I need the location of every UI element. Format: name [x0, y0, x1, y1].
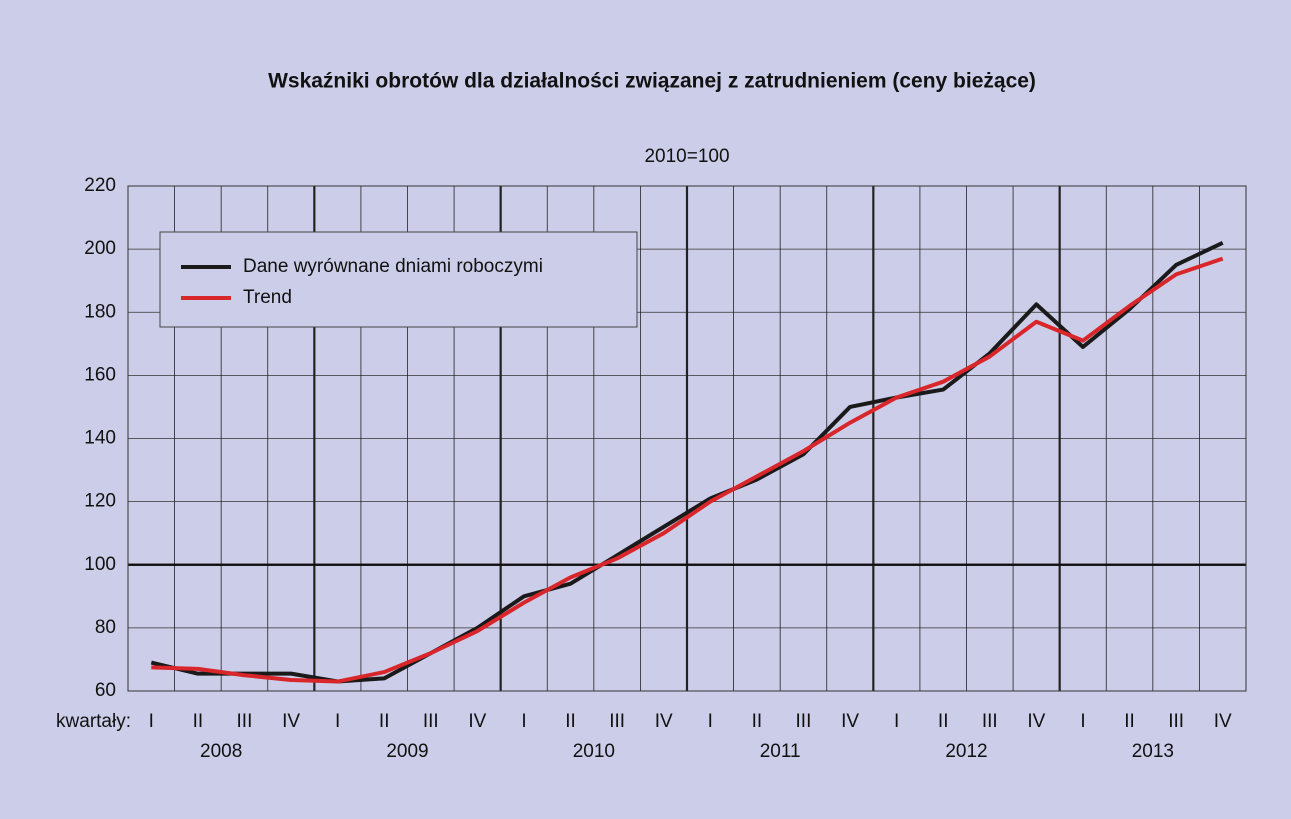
x-tick-label: II [565, 711, 576, 732]
legend-box [159, 231, 638, 328]
y-tick-label: 80 [95, 617, 116, 638]
year-label: 2012 [945, 741, 987, 762]
x-tick-label: I [1080, 711, 1085, 732]
x-tick-label: IV [655, 711, 673, 732]
x-tick-label: III [1168, 711, 1184, 732]
x-tick-label: I [521, 711, 526, 732]
year-label: 2008 [200, 741, 242, 762]
plot-frame [127, 185, 1247, 692]
x-tick-label: III [609, 711, 625, 732]
x-tick-label: I [149, 711, 154, 732]
legend-label: Dane wyrównane dniami roboczymi [243, 256, 543, 277]
x-tick-label: I [894, 711, 899, 732]
year-label: 2009 [386, 741, 428, 762]
chart-subtitle: 2010=100 [644, 146, 729, 167]
x-tick-label: IV [282, 711, 300, 732]
x-tick-label: IV [468, 711, 486, 732]
x-tick-label: III [796, 711, 812, 732]
y-tick-label: 140 [84, 428, 116, 449]
x-tick-label: IV [1214, 711, 1232, 732]
x-tick-label: II [752, 711, 763, 732]
y-tick-label: 100 [84, 554, 116, 575]
year-label: 2010 [573, 741, 615, 762]
x-tick-label: III [237, 711, 253, 732]
x-tick-label: I [335, 711, 340, 732]
x-tick-label: III [423, 711, 439, 732]
y-tick-label: 160 [84, 364, 116, 385]
chart-title: Wskaźniki obrotów dla działalności związ… [268, 70, 1036, 93]
y-tick-label: 60 [95, 680, 116, 701]
x-tick-label: II [1124, 711, 1135, 732]
x-tick-label: II [379, 711, 390, 732]
y-tick-label: 220 [84, 175, 116, 196]
year-label: 2011 [760, 741, 801, 762]
x-tick-label: IV [1027, 711, 1045, 732]
x-tick-label: II [938, 711, 949, 732]
y-tick-label: 120 [84, 491, 116, 512]
y-tick-label: 180 [84, 301, 116, 322]
x-tick-label: I [708, 711, 713, 732]
x-tick-label: III [982, 711, 998, 732]
y-tick-label: 200 [84, 238, 116, 259]
x-axis-label: kwartały: [56, 711, 131, 732]
legend-label: Trend [243, 287, 292, 308]
x-tick-label: II [193, 711, 204, 732]
x-tick-label: IV [841, 711, 859, 732]
year-label: 2013 [1132, 741, 1174, 762]
legend: Dane wyrównane dniami roboczymi Trend [159, 231, 638, 328]
series-line [151, 256, 1224, 684]
